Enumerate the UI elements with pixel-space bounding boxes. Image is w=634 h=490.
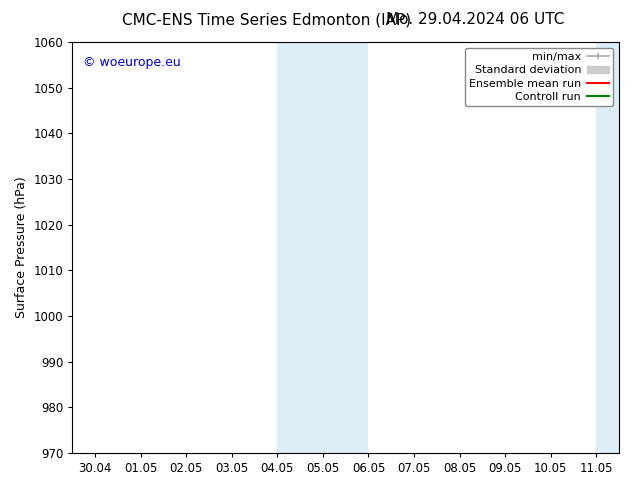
Text: © woeurope.eu: © woeurope.eu (83, 56, 181, 70)
Text: Mo. 29.04.2024 06 UTC: Mo. 29.04.2024 06 UTC (386, 12, 565, 27)
Bar (596, 42, 623, 453)
Bar (277, 42, 368, 453)
Legend: min/max, Standard deviation, Ensemble mean run, Controll run: min/max, Standard deviation, Ensemble me… (465, 48, 614, 106)
Text: CMC-ENS Time Series Edmonton (IAP): CMC-ENS Time Series Edmonton (IAP) (122, 12, 411, 27)
Y-axis label: Surface Pressure (hPa): Surface Pressure (hPa) (15, 176, 28, 318)
